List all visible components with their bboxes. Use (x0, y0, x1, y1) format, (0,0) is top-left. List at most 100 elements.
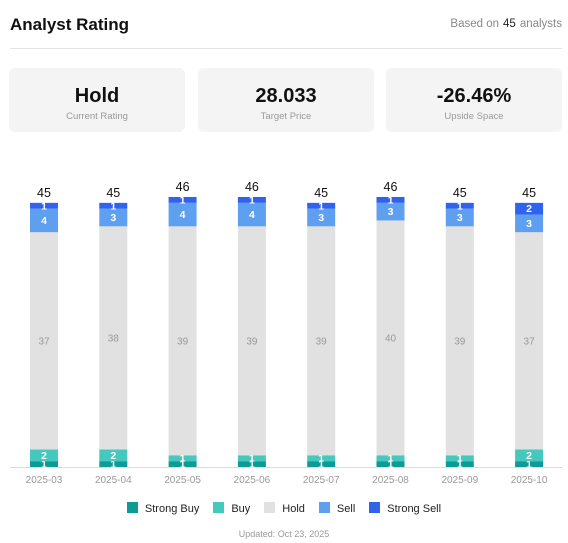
legend-swatch (264, 502, 276, 513)
bar-total-label: 46 (176, 180, 190, 194)
strong-buy-value-label: 1 (180, 459, 186, 471)
bar-total-label: 45 (37, 186, 51, 200)
bar-total-label: 45 (106, 186, 120, 200)
buy-value-label: 1 (318, 453, 324, 465)
header-divider (10, 48, 562, 49)
strong-sell-bar (30, 202, 58, 209)
strong-sell-value-label: 2 (526, 203, 532, 215)
buy-bar (515, 449, 544, 462)
hold-value-label: 39 (177, 336, 189, 347)
based-suffix: analysts (519, 18, 562, 30)
strong-buy-bar (99, 461, 128, 467)
sell-bar (445, 208, 474, 227)
buy-value-label: 1 (457, 453, 463, 465)
legend-label: Sell (336, 503, 356, 515)
bar-total-label: 46 (245, 180, 259, 194)
strong-sell-bar (168, 196, 197, 203)
buy-bar (445, 455, 474, 462)
hold-bar (30, 232, 58, 450)
legend-item[interactable]: Sell (318, 502, 356, 515)
summary-cards: Hold Current Rating 28.033 Target Price … (9, 68, 562, 132)
bar-total-label: 45 (453, 186, 467, 200)
strong-sell-value-label: 1 (457, 200, 463, 212)
strong-buy-value-label: 1 (457, 459, 463, 471)
sell-bar (99, 208, 128, 227)
sell-value-label: 3 (526, 218, 532, 230)
strong-buy-bar (168, 461, 197, 467)
sell-bar (168, 202, 197, 227)
legend-item[interactable]: Hold (264, 502, 305, 515)
strong-sell-value-label: 1 (110, 200, 116, 212)
bar-total-label: 45 (522, 186, 536, 200)
legend-item[interactable]: Strong Sell (369, 502, 441, 515)
buy-value-label: 2 (526, 450, 532, 462)
hold-bar (376, 220, 405, 456)
x-tick-label: 2025-04 (95, 475, 132, 486)
strong-buy-value-label: 1 (388, 459, 394, 471)
hold-bar (237, 226, 266, 456)
strong-sell-value-label: 1 (41, 200, 47, 212)
x-tick-label: 2025-05 (164, 475, 201, 486)
hold-bar (445, 226, 474, 456)
strong-sell-bar (515, 202, 544, 215)
hold-value-label: 40 (385, 333, 397, 344)
buy-value-label: 1 (249, 453, 255, 465)
x-tick-label: 2025-06 (234, 475, 271, 486)
strong-sell-bar (99, 202, 128, 209)
strong-buy-bar (515, 461, 544, 467)
hold-value-label: 39 (246, 336, 258, 347)
buy-value-label: 1 (388, 453, 394, 465)
x-tick-label: 2025-10 (511, 475, 548, 486)
sell-bar (376, 202, 405, 221)
legend-swatch (213, 502, 225, 513)
strong-sell-value-label: 1 (388, 194, 394, 206)
strong-buy-value-label: 1 (318, 459, 324, 471)
buy-bar (30, 449, 58, 462)
buy-bar (376, 455, 405, 462)
buy-bar (99, 449, 128, 462)
buy-value-label: 1 (180, 453, 186, 465)
legend-label: Strong Sell (387, 503, 442, 515)
buy-bar (168, 455, 197, 462)
hold-value-label: 39 (316, 336, 328, 347)
legend-item[interactable]: Buy (213, 502, 250, 515)
buy-value-label: 2 (110, 450, 116, 462)
buy-value-label: 2 (41, 450, 47, 462)
upside-space-label: Upside Space (444, 111, 504, 122)
sell-value-label: 3 (388, 206, 394, 218)
x-tick-label: 2025-07 (303, 475, 340, 486)
sell-bar (237, 202, 266, 227)
strong-sell-bar (445, 202, 474, 209)
hold-value-label: 37 (38, 336, 50, 347)
target-price-card: 28.033 Target Price (198, 68, 374, 132)
hold-value-label: 37 (524, 336, 536, 347)
legend-label: Hold (282, 503, 305, 515)
legend-label: Buy (231, 503, 251, 515)
x-tick-label: 2025-09 (441, 475, 478, 486)
sell-value-label: 3 (457, 212, 463, 224)
hold-bar (515, 232, 544, 450)
strong-sell-bar (237, 196, 266, 203)
analyst-count-note: Based on 45 analysts (450, 18, 562, 30)
strong-buy-bar (376, 461, 405, 467)
strong-buy-value-label: 1 (526, 459, 532, 471)
sell-bar (30, 208, 58, 233)
sell-value-label: 4 (180, 209, 186, 221)
current-rating-card: Hold Current Rating (9, 68, 185, 132)
sell-bar (307, 208, 336, 227)
analyst-rating-chart: 123741452025-03123831452025-041139414620… (10, 180, 562, 486)
legend-item[interactable]: Strong Buy (126, 502, 200, 515)
strong-buy-bar (237, 461, 266, 467)
strong-buy-bar (445, 461, 474, 467)
target-price-value: 28.033 (255, 85, 317, 107)
upside-space-card: -26.46% Upside Space (386, 68, 562, 132)
based-prefix: Based on (450, 18, 500, 30)
header: Analyst Rating Based on 45 analysts (10, 12, 562, 40)
hold-value-label: 38 (108, 333, 120, 344)
legend-swatch (126, 502, 138, 513)
legend-label: Strong Buy (144, 503, 200, 515)
strong-sell-bar (307, 202, 336, 209)
strong-buy-value-label: 1 (110, 459, 116, 471)
sell-value-label: 4 (249, 209, 255, 221)
legend-swatch (369, 502, 381, 513)
